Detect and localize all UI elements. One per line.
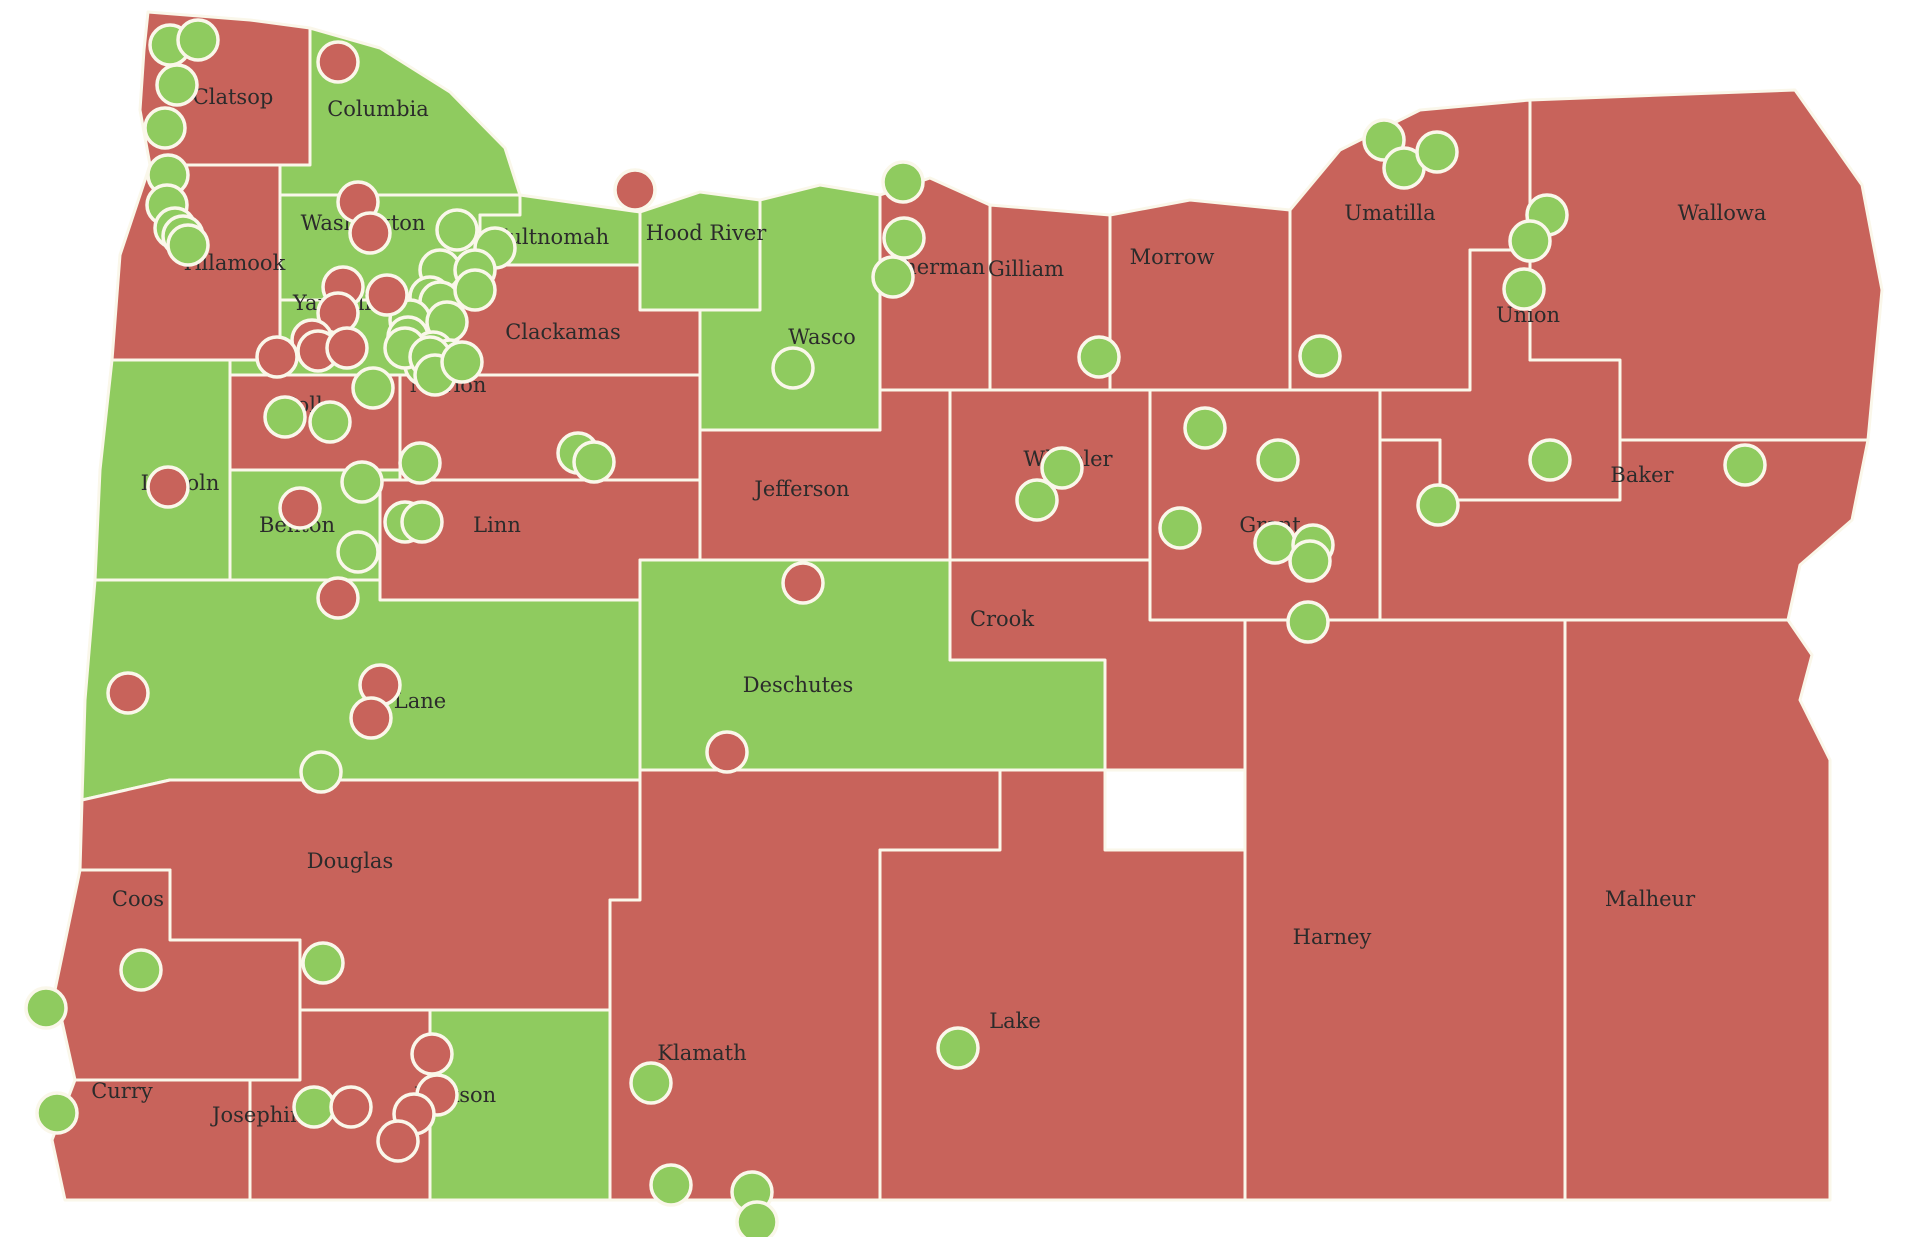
city-marker-red[interactable]	[325, 326, 369, 370]
city-marker-green[interactable]	[453, 268, 497, 312]
city-marker-red[interactable]	[705, 730, 749, 774]
city-marker-green[interactable]	[176, 18, 220, 62]
city-marker-green[interactable]	[1508, 219, 1552, 263]
city-marker-green[interactable]	[1502, 267, 1546, 311]
city-marker-green[interactable]	[336, 530, 380, 574]
county-label-clackamas: Clackamas	[505, 320, 621, 344]
county-label-baker: Baker	[1610, 463, 1674, 487]
city-marker-green[interactable]	[1183, 406, 1227, 450]
city-marker-green[interactable]	[936, 1026, 980, 1070]
city-marker-red[interactable]	[329, 1085, 373, 1129]
city-marker-green[interactable]	[351, 366, 395, 410]
county-label-deschutes: Deschutes	[743, 673, 854, 697]
county-label-coos: Coos	[112, 887, 164, 911]
county-label-klamath: Klamath	[657, 1041, 746, 1065]
county-hood-river[interactable]	[638, 190, 762, 312]
city-marker-green[interactable]	[1077, 335, 1121, 379]
county-label-lane: Lane	[394, 689, 446, 713]
city-marker-green[interactable]	[1015, 478, 1059, 522]
county-label-umatilla: Umatilla	[1344, 201, 1435, 225]
city-marker-red[interactable]	[106, 671, 150, 715]
city-marker-green[interactable]	[735, 1200, 779, 1237]
city-marker-red[interactable]	[376, 1119, 420, 1163]
county-label-lake: Lake	[989, 1009, 1041, 1033]
city-marker-red[interactable]	[255, 335, 299, 379]
city-marker-green[interactable]	[398, 441, 442, 485]
city-marker-red[interactable]	[316, 40, 360, 84]
county-label-curry: Curry	[91, 1079, 153, 1103]
city-marker-red[interactable]	[613, 168, 657, 212]
city-marker-green[interactable]	[292, 1085, 336, 1129]
county-label-morrow: Morrow	[1130, 245, 1215, 269]
city-marker-green[interactable]	[143, 106, 187, 150]
city-marker-red[interactable]	[349, 696, 393, 740]
city-marker-green[interactable]	[155, 63, 199, 107]
county-label-jefferson: Jefferson	[752, 477, 849, 501]
county-harney[interactable]	[1243, 618, 1567, 1202]
city-marker-red[interactable]	[316, 576, 360, 620]
county-label-hood-river: Hood River	[646, 221, 768, 245]
county-label-columbia: Columbia	[327, 97, 429, 121]
city-marker-green[interactable]	[35, 1091, 79, 1135]
city-marker-green[interactable]	[299, 750, 343, 794]
city-marker-green[interactable]	[882, 216, 926, 260]
city-marker-green[interactable]	[301, 941, 345, 985]
city-marker-green[interactable]	[1415, 130, 1459, 174]
city-marker-red[interactable]	[348, 211, 392, 255]
city-marker-red[interactable]	[278, 486, 322, 530]
city-marker-green[interactable]	[1723, 443, 1767, 487]
city-marker-green[interactable]	[1040, 446, 1084, 490]
city-marker-green[interactable]	[1256, 438, 1300, 482]
county-wasco[interactable]	[698, 183, 882, 432]
city-marker-green[interactable]	[572, 440, 616, 484]
city-marker-green[interactable]	[435, 208, 479, 252]
city-marker-green[interactable]	[1288, 539, 1332, 583]
city-marker-red[interactable]	[410, 1032, 454, 1076]
city-marker-green[interactable]	[308, 400, 352, 444]
city-marker-green[interactable]	[881, 160, 925, 204]
city-marker-green[interactable]	[871, 255, 915, 299]
city-marker-green[interactable]	[1416, 483, 1460, 527]
county-label-linn: Linn	[473, 513, 521, 537]
city-marker-green[interactable]	[440, 340, 484, 384]
city-marker-green[interactable]	[1158, 506, 1202, 550]
city-marker-green[interactable]	[263, 395, 307, 439]
city-marker-green[interactable]	[1298, 334, 1342, 378]
county-label-gilliam: Gilliam	[988, 257, 1064, 281]
city-marker-green[interactable]	[400, 500, 444, 544]
county-label-harney: Harney	[1293, 925, 1372, 949]
city-markers-layer	[24, 18, 1767, 1237]
city-marker-green[interactable]	[119, 948, 163, 992]
city-marker-green[interactable]	[1528, 438, 1572, 482]
city-marker-green[interactable]	[24, 986, 68, 1030]
county-label-clatsop: Clatsop	[193, 85, 274, 109]
county-label-douglas: Douglas	[307, 849, 393, 873]
city-marker-green[interactable]	[629, 1061, 673, 1105]
county-label-crook: Crook	[970, 607, 1034, 631]
county-malheur[interactable]	[1563, 618, 1832, 1202]
city-marker-red[interactable]	[781, 561, 825, 605]
city-marker-red[interactable]	[365, 273, 409, 317]
county-morrow[interactable]	[1108, 198, 1292, 392]
city-marker-green[interactable]	[340, 460, 384, 504]
city-marker-green[interactable]	[1286, 600, 1330, 644]
city-marker-red[interactable]	[146, 465, 190, 509]
city-marker-green[interactable]	[771, 346, 815, 390]
county-label-wallowa: Wallowa	[1678, 201, 1767, 225]
city-marker-green[interactable]	[649, 1163, 693, 1207]
county-label-wasco: Wasco	[788, 325, 855, 349]
county-label-malheur: Malheur	[1605, 887, 1696, 911]
city-marker-green[interactable]	[166, 223, 210, 267]
